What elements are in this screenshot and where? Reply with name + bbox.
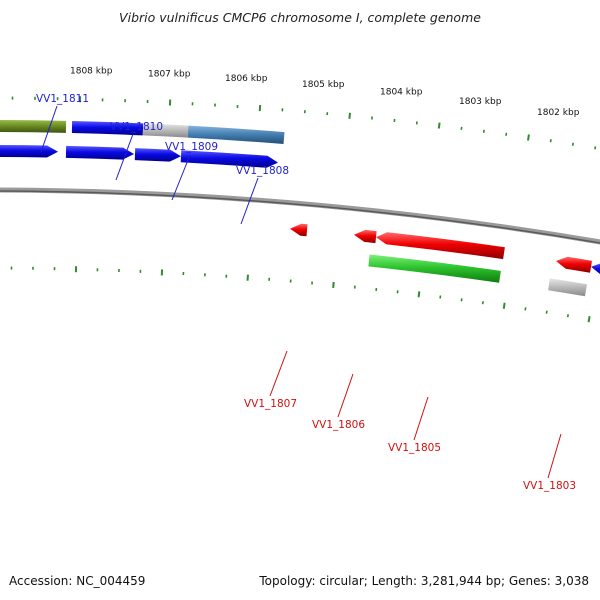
tick-label: 1803 kbp — [459, 97, 502, 107]
tick-label: 1805 kbp — [302, 80, 345, 90]
gene-label[interactable]: VV1_1810 — [110, 121, 163, 133]
gene-feature-vv1-1809[interactable] — [142, 123, 189, 138]
label-leader-line — [115, 133, 134, 181]
major-tick — [587, 316, 591, 323]
accession-line: Accession: NC_004459 — [9, 574, 145, 588]
cds-reverse-vv1-1805[interactable] — [376, 232, 505, 260]
gene-label[interactable]: VV1_1807 — [244, 398, 297, 410]
label-leader-line — [547, 433, 562, 479]
label-leader-line — [413, 396, 429, 441]
gene-label[interactable]: VV1_1811 — [36, 93, 89, 105]
genome-backbone-edge — [0, 190, 600, 244]
major-tick — [258, 105, 262, 112]
gene-feature-vv1-1803[interactable] — [548, 278, 587, 297]
major-tick — [502, 302, 506, 309]
cds-reverse-vv1-1807[interactable] — [290, 223, 308, 237]
cds-forward-vv1-1809[interactable] — [134, 148, 181, 162]
minor-tick — [524, 307, 527, 311]
label-leader-line — [240, 177, 259, 225]
label-leader-line — [269, 350, 288, 397]
gene-feature-vv1-1805[interactable] — [368, 254, 501, 283]
cds-forward-vv1-1810[interactable] — [65, 145, 134, 160]
gene-label[interactable]: VV1_1809 — [165, 141, 218, 153]
tick-label: 1806 kbp — [225, 74, 268, 84]
label-leader-line — [171, 154, 191, 201]
label-leader-line — [40, 105, 58, 153]
gene-label[interactable]: VV1_1806 — [312, 419, 365, 431]
major-tick — [348, 112, 351, 119]
gene-label[interactable]: VV1_1808 — [236, 165, 289, 177]
accession-value: NC_004459 — [76, 574, 146, 588]
outer-scale-ring — [11, 96, 597, 150]
minor-tick — [549, 139, 552, 143]
gene-feature-vv1-1808[interactable] — [187, 125, 285, 144]
tick-label: 1808 kbp — [70, 66, 113, 76]
major-tick — [246, 274, 249, 281]
cds-forward-vv1-1811[interactable] — [0, 145, 58, 158]
major-tick — [417, 291, 421, 298]
gene-feature-vv1-1811[interactable] — [0, 120, 67, 133]
label-leader-line — [337, 373, 354, 418]
major-tick — [437, 122, 441, 129]
tick-label: 1807 kbp — [148, 69, 191, 79]
major-tick — [527, 134, 530, 141]
minor-tick — [566, 314, 569, 318]
cds-reverse-vv1-1806[interactable] — [354, 229, 377, 244]
gene-feature-vv1-1810[interactable] — [71, 121, 144, 136]
accession-label: Accession: — [9, 574, 73, 588]
genome-summary: Topology: circular; Length: 3,281,944 bp… — [259, 574, 589, 588]
gene-label[interactable]: VV1_1805 — [388, 442, 441, 454]
tick-label: 1804 kbp — [380, 88, 423, 98]
major-tick — [332, 281, 335, 289]
cds-reverse-vv1-1803[interactable] — [556, 256, 592, 273]
inner-scale-ring — [10, 266, 591, 323]
map-title: Vibrio vulnificus CMCP6 chromosome I, co… — [119, 10, 481, 25]
cds-forward-vv1-1808[interactable] — [180, 150, 278, 168]
tick-label: 1802 kbp — [537, 108, 580, 118]
minor-tick — [571, 142, 574, 146]
cds-forward-next[interactable] — [591, 263, 600, 277]
genome-backbone — [0, 187, 600, 245]
gene-label[interactable]: VV1_1803 — [523, 480, 576, 492]
